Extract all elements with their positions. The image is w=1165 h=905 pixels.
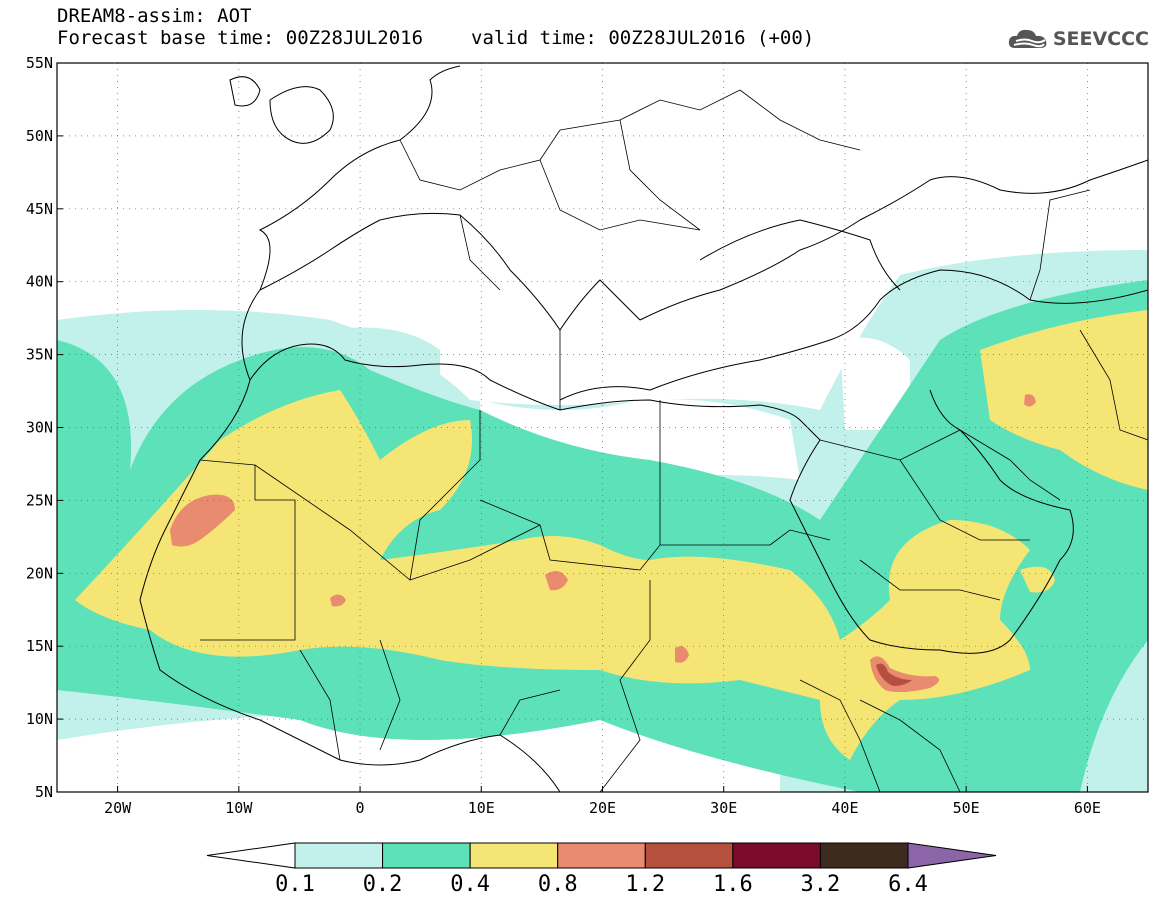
map-title: DREAM8-assim: AOT: [57, 5, 252, 27]
lon-tick-label: 50E: [953, 799, 980, 817]
lat-tick-label: 25N: [26, 491, 53, 509]
colorbar-level-label: 1.6: [712, 872, 753, 897]
colorbar-level-label: 0.4: [450, 872, 491, 897]
lon-tick-label: 10E: [468, 799, 495, 817]
lon-tick-label: 20E: [589, 799, 616, 817]
colorbar-level-label: 6.4: [888, 872, 928, 897]
lat-tick-label: 50N: [26, 127, 53, 145]
aot-field: [57, 63, 1148, 792]
lat-tick-label: 5N: [35, 783, 53, 801]
lon-tick-label: 10W: [225, 799, 253, 817]
colorbar-level-label: 0.2: [362, 872, 403, 897]
colorbar-level-label: 1.2: [625, 872, 666, 897]
lat-tick-label: 40N: [26, 273, 53, 291]
aot-band-0-8: [170, 394, 1036, 693]
lon-tick-label: 20W: [104, 799, 132, 817]
colorbar-level-label: 0.8: [537, 872, 578, 897]
lon-tick-label: 0: [356, 799, 365, 817]
country-borders: [199, 89, 1148, 792]
lon-tick-label: 60E: [1074, 799, 1101, 817]
coastlines: [139, 65, 1148, 792]
lat-tick-label: 35N: [26, 346, 53, 364]
time-line: Forecast base time: 00Z28JUL2016 valid ti…: [57, 28, 814, 48]
lat-tick-label: 15N: [26, 637, 53, 655]
aot-band-1-2: [876, 663, 912, 686]
seevccc-logo: SEEVCCC: [1007, 26, 1149, 52]
cloud-icon: [1008, 29, 1047, 48]
base-time: Forecast base time: 00Z28JUL2016: [57, 27, 424, 49]
colorbar-level-label: 3.2: [800, 872, 841, 897]
logo-text: SEEVCCC: [1052, 28, 1149, 50]
lat-tick-label: 10N: [26, 710, 53, 728]
lat-tick-label: 30N: [26, 419, 53, 437]
lon-tick-label: 40E: [831, 799, 858, 817]
lat-tick-label: 20N: [26, 564, 53, 582]
lat-tick-label: 55N: [26, 54, 53, 72]
lon-tick-label: 30E: [710, 799, 737, 817]
lat-tick-label: 45N: [26, 200, 53, 218]
valid-time: valid time: 00Z28JUL2016 (+00): [471, 27, 815, 49]
axis-ticks: 55N 50N 45N 40N 35N 30N 25N 20N 15N 10N 5N 20W 10W 0 1…: [26, 54, 1101, 817]
colorbar-level-label: 0.1: [275, 872, 315, 897]
